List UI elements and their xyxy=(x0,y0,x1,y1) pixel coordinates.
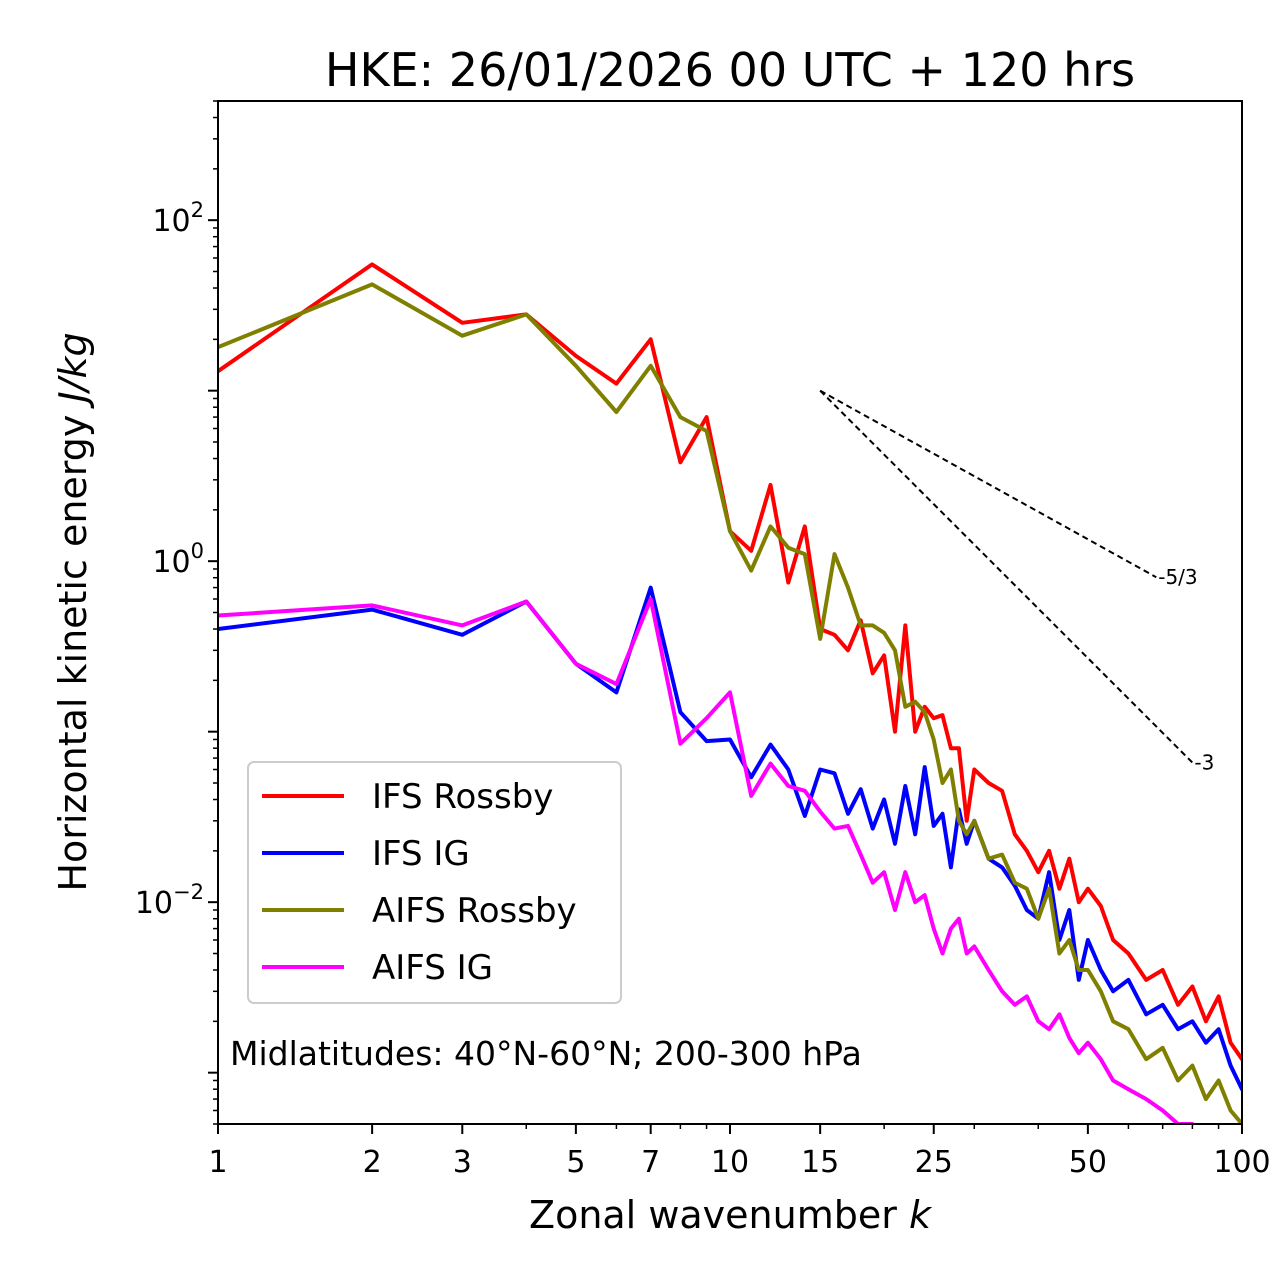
reference-slope-line-1 xyxy=(819,389,1157,579)
reference-slopes: -5/3 -3 xyxy=(819,389,1214,775)
y-tick-label: 10−2 xyxy=(135,880,204,921)
series-layer xyxy=(218,262,1242,1124)
reference-slope-label-2: -3 xyxy=(1194,751,1214,775)
x-tick-label: 3 xyxy=(453,1145,472,1180)
x-tick-label: 5 xyxy=(566,1145,585,1180)
x-tick-label: 2 xyxy=(363,1145,382,1180)
legend-label-ifs-ig: IFS IG xyxy=(372,834,470,874)
y-axis-unit: J/kg xyxy=(51,332,95,409)
legend-label-aifs-rossby: AIFS Rossby xyxy=(372,891,577,931)
legend-box xyxy=(247,761,622,1004)
x-tick-label: 10 xyxy=(711,1145,749,1180)
x-axis-label: Zonal wavenumber k xyxy=(529,1193,933,1237)
y-axis-label: Horizontal kinetic energy J/kg xyxy=(51,332,95,891)
axis-ticks: 1 2 3 5 7 10 15 25 50 100 102 100 10−2 xyxy=(135,100,1271,1180)
chart-title: HKE: 26/01/2026 00 UTC + 120 hrs xyxy=(325,43,1135,97)
legend: IFS Rossby IFS IG AIFS Rossby AIFS IG xyxy=(247,761,622,1004)
x-axis-label-text: Zonal wavenumber xyxy=(529,1193,897,1237)
legend-label-aifs-ig: AIFS IG xyxy=(372,948,493,988)
series-line-ifs-rossby xyxy=(218,262,1242,1062)
region-annotation: Midlatitudes: 40°N-60°N; 200-300 hPa xyxy=(230,1034,862,1073)
legend-label-ifs-rossby: IFS Rossby xyxy=(372,777,553,817)
x-tick-label: 7 xyxy=(641,1145,660,1180)
y-tick-label: 100 xyxy=(152,539,204,580)
reference-slope-label-1: -5/3 xyxy=(1158,565,1197,589)
x-tick-label: 50 xyxy=(1069,1145,1107,1180)
x-tick-label: 25 xyxy=(915,1145,953,1180)
series-line-aifs-rossby xyxy=(218,282,1242,1124)
y-tick-label: 102 xyxy=(152,198,204,239)
series-line-aifs-ig xyxy=(218,597,1195,1124)
plot-frame xyxy=(217,100,1243,1125)
x-axis-variable: k xyxy=(909,1193,933,1237)
x-tick-label: 100 xyxy=(1213,1145,1270,1180)
series-line-ifs-ig xyxy=(218,585,1242,1092)
x-tick-label: 15 xyxy=(801,1145,839,1180)
reference-slope-line-2 xyxy=(819,389,1194,764)
y-axis-label-text: Horizontal kinetic energy xyxy=(51,415,95,892)
x-tick-label: 1 xyxy=(208,1145,227,1180)
